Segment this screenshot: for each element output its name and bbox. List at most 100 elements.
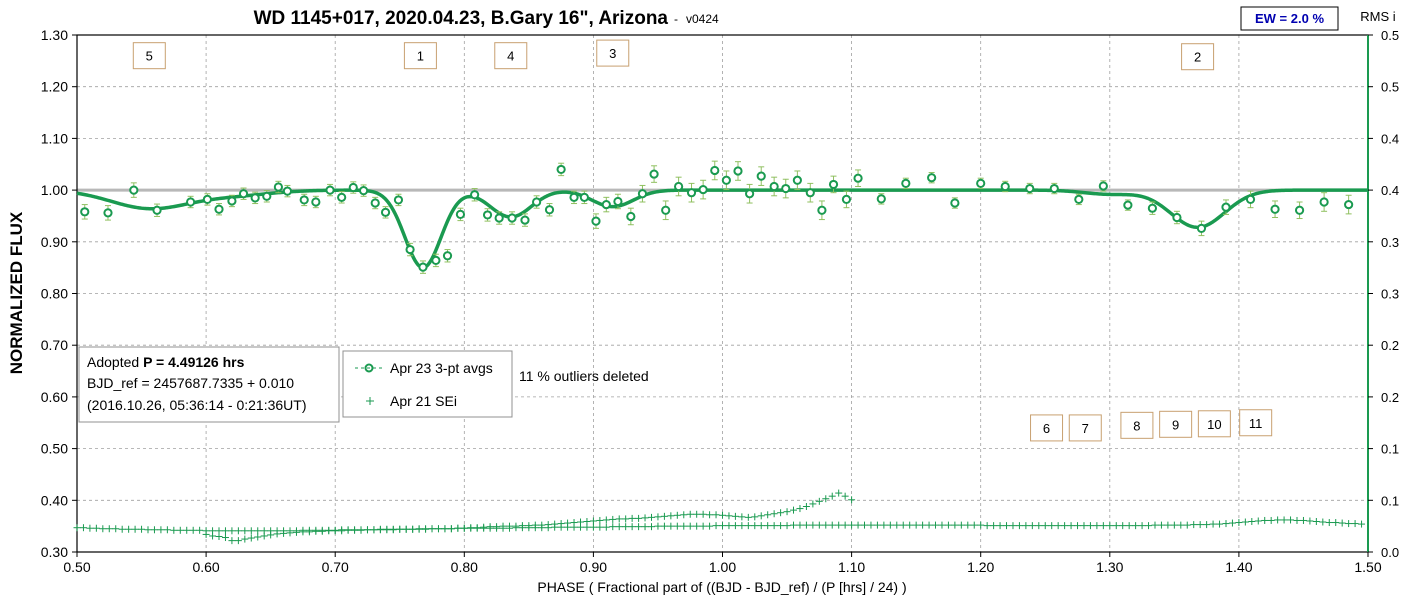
- rms-point: [938, 521, 946, 529]
- y2-axis-label: RMS i: [1360, 9, 1396, 24]
- rms-point: [1312, 517, 1320, 525]
- rms-point: [1203, 521, 1211, 529]
- flux-point: [613, 193, 623, 210]
- flux-point: [841, 190, 852, 209]
- dip-label: 11: [1239, 409, 1273, 437]
- rms-point: [809, 521, 817, 529]
- y2-tick-label: 0.4: [1381, 183, 1399, 198]
- rms-point: [1345, 520, 1353, 528]
- flux-point: [1025, 182, 1035, 195]
- dip-label-text: 9: [1172, 417, 1179, 432]
- dip-label-box: [596, 39, 630, 67]
- rms-point: [712, 522, 720, 530]
- rms-point: [292, 528, 300, 536]
- rms-point: [673, 522, 681, 530]
- flux-series: [80, 160, 1354, 274]
- y2-tick-label: 0.4: [1381, 131, 1399, 146]
- rms-point: [589, 517, 597, 525]
- rms-point: [1241, 518, 1249, 526]
- flux-marker: [152, 205, 162, 215]
- rms-point: [493, 523, 501, 531]
- flux-point: [405, 242, 415, 257]
- rms-point: [770, 522, 778, 530]
- rms-point: [615, 515, 623, 523]
- rms-point: [906, 521, 914, 529]
- dip-label-box: [1239, 409, 1273, 437]
- dip-label-box: [1120, 411, 1154, 439]
- rms-point: [215, 532, 223, 540]
- rms-point: [615, 523, 623, 531]
- rms-point: [744, 513, 752, 521]
- dip-label-box: [1197, 410, 1231, 438]
- rms-point: [183, 526, 191, 534]
- dip-label: 3: [596, 39, 630, 67]
- rms-point: [1067, 522, 1075, 530]
- flux-marker: [876, 194, 886, 204]
- rms-point: [434, 525, 442, 533]
- flux-point: [494, 211, 504, 225]
- flux-point: [756, 166, 766, 186]
- rms-point: [647, 513, 655, 521]
- flux-point: [152, 203, 162, 217]
- flux-marker: [805, 188, 815, 198]
- rms-point: [1222, 520, 1230, 528]
- rms-point: [254, 533, 262, 541]
- dip-label: 10: [1197, 410, 1231, 438]
- flux-marker: [80, 207, 90, 217]
- dip-label-text: 11: [1249, 416, 1263, 431]
- rms-point: [635, 523, 643, 531]
- x-tick-label: 0.90: [580, 559, 607, 575]
- flux-marker: [1074, 194, 1084, 205]
- rms-point: [318, 527, 326, 535]
- rms-point: [1041, 522, 1049, 530]
- flux-marker: [626, 211, 636, 222]
- rms-point: [525, 522, 533, 530]
- flux-marker: [1098, 181, 1108, 191]
- rms-point: [841, 492, 849, 500]
- rms-point: [447, 525, 455, 533]
- flux-point: [853, 169, 863, 187]
- legend-label-1: Apr 23 3-pt avgs: [390, 360, 493, 376]
- rms-point: [363, 526, 371, 534]
- rms-point: [92, 524, 100, 532]
- flux-point: [1098, 180, 1108, 192]
- y-axis-label: NORMALIZED FLUX: [7, 211, 26, 374]
- flux-point: [828, 175, 839, 194]
- rms-point: [686, 522, 694, 530]
- y-tick-label: 0.90: [41, 234, 68, 250]
- rms-point: [1099, 522, 1107, 530]
- rms-point: [1061, 522, 1069, 530]
- y2-tick-label: 0.5: [1381, 28, 1399, 43]
- model-curve: [76, 188, 1369, 270]
- flux-point: [805, 182, 815, 203]
- y2-tick-label: 0.1: [1381, 493, 1399, 508]
- rms-point: [809, 500, 817, 508]
- rms-point: [673, 511, 681, 519]
- dip-label-text: 10: [1207, 417, 1221, 432]
- rms-point: [796, 521, 804, 529]
- rms-point: [260, 532, 268, 540]
- chart-title: WD 1145+017, 2020.04.23, B.Gary 16", Ari…: [254, 8, 669, 29]
- flux-marker: [1319, 197, 1329, 207]
- flux-point: [202, 193, 212, 206]
- flux-point: [442, 249, 453, 263]
- rms-point: [583, 517, 591, 525]
- dip-label: 4: [494, 42, 528, 70]
- flux-point: [1123, 199, 1133, 211]
- flux-point: [674, 176, 684, 197]
- flux-point: [273, 180, 283, 194]
- rms-point: [1235, 519, 1243, 527]
- rms-point: [125, 525, 133, 533]
- rms-point: [1280, 516, 1288, 524]
- flux-marker: [1025, 183, 1035, 194]
- rms-point: [719, 522, 726, 530]
- rms-point: [751, 522, 759, 530]
- rms-point: [512, 522, 520, 530]
- rms-point: [777, 522, 785, 530]
- rms-point: [338, 527, 346, 535]
- rms-point: [422, 525, 430, 533]
- rms-point: [1009, 522, 1017, 530]
- flux-point: [455, 207, 466, 222]
- flux-marker: [431, 255, 441, 266]
- rms-point: [576, 518, 584, 526]
